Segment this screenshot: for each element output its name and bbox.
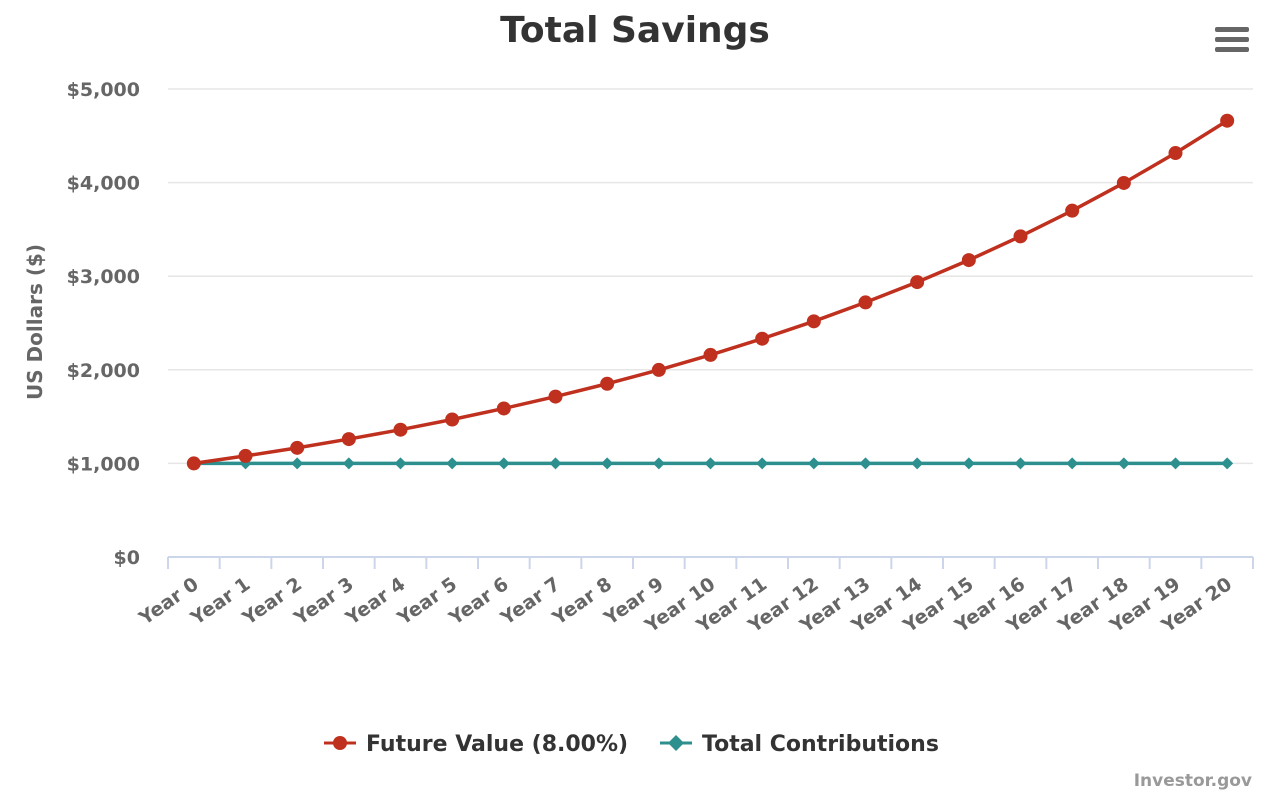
data-point-total-contributions[interactable] [291, 457, 304, 470]
data-point-total-contributions[interactable] [911, 457, 924, 470]
data-point-future-value[interactable] [496, 401, 511, 416]
data-point-future-value[interactable] [600, 376, 615, 391]
chart-title: Total Savings [500, 10, 770, 51]
data-point-future-value[interactable] [703, 347, 718, 362]
data-point-total-contributions[interactable] [497, 457, 510, 470]
data-point-future-value[interactable] [238, 448, 253, 463]
data-point-total-contributions[interactable] [394, 457, 407, 470]
legend-item-total-contributions[interactable]: Total Contributions [660, 732, 939, 757]
x-tick-label: Year 8 [548, 573, 616, 630]
data-point-future-value[interactable] [1220, 113, 1235, 128]
series-layer [186, 113, 1235, 471]
data-point-future-value[interactable] [290, 440, 305, 455]
x-tick-label: Year 5 [393, 573, 461, 630]
data-point-future-value[interactable] [548, 389, 563, 404]
data-point-future-value[interactable] [393, 422, 408, 437]
data-point-future-value[interactable] [858, 295, 873, 310]
data-point-total-contributions[interactable] [549, 457, 562, 470]
data-point-total-contributions[interactable] [342, 457, 355, 470]
x-tick-label: Year 1 [186, 573, 254, 630]
legend-item-future-value[interactable]: Future Value (8.00%) [324, 732, 628, 757]
data-point-total-contributions[interactable] [652, 457, 665, 470]
x-tick-label: Year 4 [341, 573, 409, 630]
y-axis-label: US Dollars ($) [23, 244, 47, 400]
data-point-total-contributions[interactable] [1117, 457, 1130, 470]
y-tick-label: $0 [114, 547, 140, 569]
data-point-future-value[interactable] [341, 432, 356, 447]
data-point-total-contributions[interactable] [1066, 457, 1079, 470]
data-point-future-value[interactable] [445, 412, 460, 427]
hamburger-menu-icon[interactable] [1210, 20, 1254, 56]
data-point-total-contributions[interactable] [1221, 457, 1234, 470]
y-tick-label: $2,000 [67, 360, 140, 382]
data-point-total-contributions[interactable] [446, 457, 459, 470]
data-point-future-value[interactable] [1013, 229, 1028, 244]
legend: Future Value (8.00%) Total Contributions [324, 732, 939, 757]
y-tick-label: $3,000 [67, 266, 140, 288]
data-point-total-contributions[interactable] [601, 457, 614, 470]
legend-marker-total-contributions [668, 735, 684, 751]
data-point-future-value[interactable] [755, 331, 770, 346]
x-tick-label: Year 6 [444, 573, 512, 630]
data-point-future-value[interactable] [651, 362, 666, 377]
y-tick-label: $4,000 [67, 173, 140, 195]
legend-label-future-value: Future Value (8.00%) [366, 732, 628, 757]
series-future-value [186, 113, 1235, 471]
y-tick-label: $5,000 [67, 79, 140, 101]
data-point-future-value[interactable] [1065, 203, 1080, 218]
data-point-future-value[interactable] [961, 253, 976, 268]
data-point-future-value[interactable] [186, 456, 201, 471]
data-point-total-contributions[interactable] [756, 457, 769, 470]
data-point-total-contributions[interactable] [807, 457, 820, 470]
x-tick-label: Year 0 [134, 573, 202, 630]
data-point-total-contributions[interactable] [859, 457, 872, 470]
series-line-future-value [193, 119, 1229, 466]
data-point-total-contributions[interactable] [1014, 457, 1027, 470]
x-tick-label: Year 7 [496, 573, 564, 630]
credits-link[interactable]: Investor.gov [1134, 771, 1252, 791]
y-axis-ticks: $0 $1,000 $2,000 $3,000 $4,000 $5,000 [67, 79, 140, 569]
legend-marker-future-value [333, 736, 347, 750]
data-point-future-value[interactable] [1116, 175, 1131, 190]
data-point-future-value[interactable] [806, 314, 821, 329]
data-point-total-contributions[interactable] [704, 457, 717, 470]
x-tick-label: Year 3 [289, 573, 357, 630]
legend-label-total-contributions: Total Contributions [702, 732, 939, 757]
data-point-future-value[interactable] [1168, 146, 1183, 161]
data-point-total-contributions[interactable] [962, 457, 975, 470]
grid-lines [168, 88, 1253, 465]
data-point-future-value[interactable] [910, 275, 925, 290]
y-tick-label: $1,000 [67, 453, 140, 475]
x-tick-label: Year 2 [238, 573, 306, 630]
data-point-total-contributions[interactable] [1169, 457, 1182, 470]
series-total-contributions [187, 457, 1234, 470]
